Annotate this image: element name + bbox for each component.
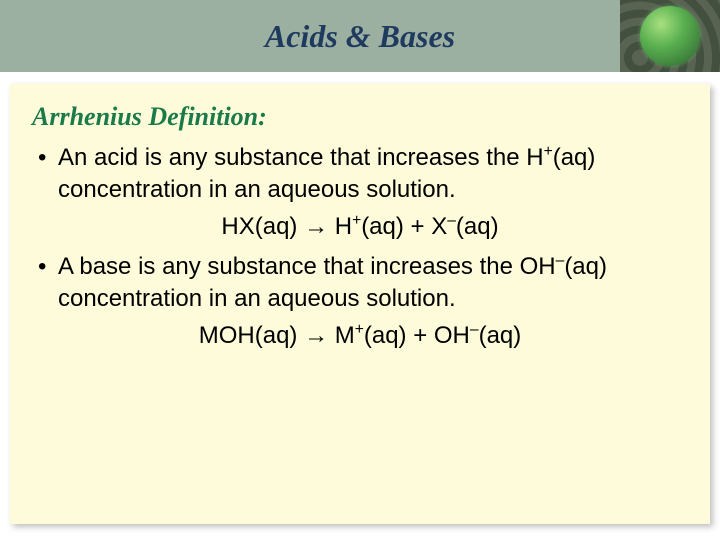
eq2-c-sup: – bbox=[470, 321, 479, 338]
eq2-c: (aq) + OH bbox=[364, 322, 470, 349]
eq1-c-sup: – bbox=[447, 212, 456, 229]
eq1-b-sup: + bbox=[352, 212, 361, 229]
eq1-c: (aq) + X bbox=[361, 213, 447, 240]
corner-decorative-image bbox=[620, 0, 720, 72]
bullet-base-definition: A base is any substance that increases t… bbox=[32, 251, 688, 316]
bullet2-pre: A base is any substance that increases t… bbox=[58, 253, 556, 280]
slide-body: Arrhenius Definition: An acid is any sub… bbox=[10, 84, 710, 524]
eq2-b: M bbox=[328, 322, 355, 349]
slide-header: Acids & Bases bbox=[0, 0, 720, 72]
subheading: Arrhenius Definition: bbox=[32, 102, 688, 132]
green-sphere-icon bbox=[640, 6, 700, 66]
eq1-b: H bbox=[328, 213, 352, 240]
slide-title: Acids & Bases bbox=[265, 18, 455, 55]
eq1-d: (aq) bbox=[456, 213, 499, 240]
arrow-icon: → bbox=[304, 213, 328, 240]
bullet1-pre: An acid is any substance that increases … bbox=[58, 144, 544, 171]
equation-base: MOH(aq) → M+(aq) + OH–(aq) bbox=[32, 322, 688, 350]
bullet1-sup: + bbox=[544, 143, 553, 160]
arrow-icon: → bbox=[304, 322, 328, 349]
bullet-acid-definition: An acid is any substance that increases … bbox=[32, 142, 688, 207]
bullet2-sup: – bbox=[556, 252, 565, 269]
eq1-a: HX(aq) bbox=[221, 213, 304, 240]
equation-acid: HX(aq) → H+(aq) + X–(aq) bbox=[32, 213, 688, 241]
eq2-d: (aq) bbox=[479, 322, 522, 349]
eq2-b-sup: + bbox=[355, 321, 364, 338]
eq2-a: MOH(aq) bbox=[199, 322, 304, 349]
